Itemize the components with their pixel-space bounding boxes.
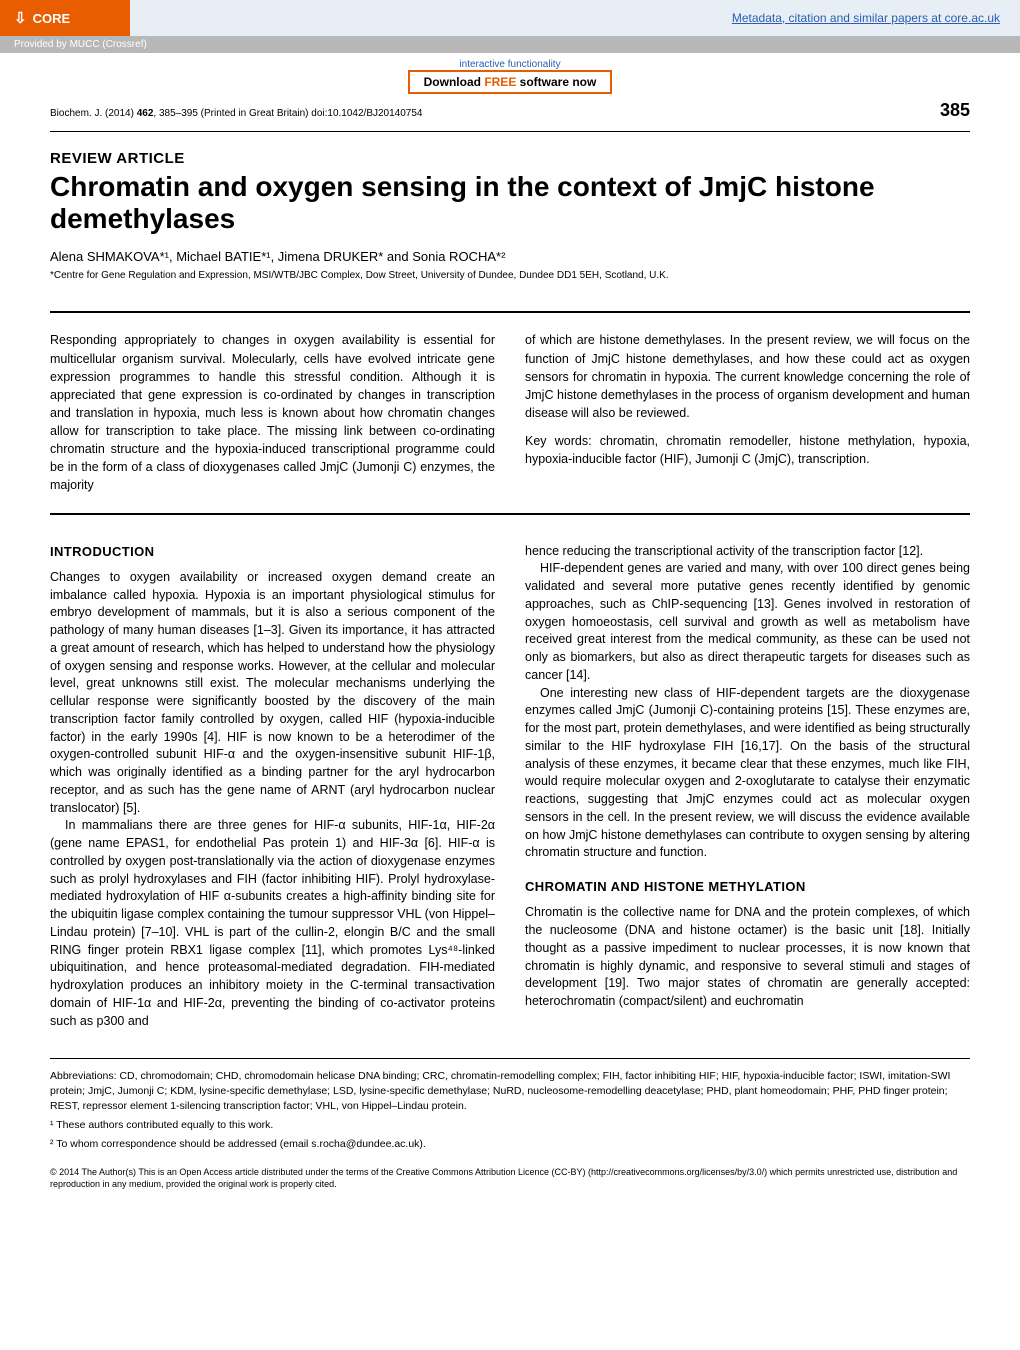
abstract-right: of which are histone demethylases. In th…	[525, 331, 970, 494]
core-label: CORE	[33, 11, 71, 26]
footnote-1: ¹ These authors contributed equally to t…	[50, 1118, 970, 1133]
chromatin-para-1: Chromatin is the collective name for DNA…	[525, 904, 970, 1011]
btn-text-suffix: software now	[516, 75, 596, 89]
article-type: REVIEW ARTICLE	[50, 150, 970, 167]
abstract-block: Responding appropriately to changes in o…	[50, 311, 970, 514]
provider-label: Provided by MUCC (Crossref)	[0, 36, 1020, 53]
metadata-link[interactable]: Metadata, citation and similar papers at…	[130, 0, 1020, 36]
core-badge[interactable]: ⇩ CORE	[0, 0, 130, 36]
page-number: 385	[940, 100, 970, 121]
footer-block: Abbreviations: CD, chromodomain; CHD, ch…	[50, 1058, 970, 1190]
copyright-notice: © 2014 The Author(s) This is an Open Acc…	[50, 1166, 970, 1190]
right-para-1: hence reducing the transcriptional activ…	[525, 543, 970, 561]
authors: Alena SHMAKOVA*¹, Michael BATIE*¹, Jimen…	[50, 249, 970, 264]
left-column: INTRODUCTION Changes to oxygen availabil…	[50, 543, 495, 1031]
chromatin-heading: CHROMATIN AND HISTONE METHYLATION	[525, 878, 970, 896]
pages-doi: , 385–395 (Printed in Great Britain) doi…	[153, 108, 422, 119]
body-columns: INTRODUCTION Changes to oxygen availabil…	[50, 543, 970, 1031]
btn-text-free: FREE	[484, 75, 516, 89]
abstract-text-right: of which are histone demethylases. In th…	[525, 331, 970, 422]
right-column: hence reducing the transcriptional activ…	[525, 543, 970, 1031]
intro-para-1: Changes to oxygen availability or increa…	[50, 569, 495, 818]
download-icon: ⇩	[14, 9, 27, 27]
abstract-left: Responding appropriately to changes in o…	[50, 331, 495, 494]
keywords: Key words: chromatin, chromatin remodell…	[525, 432, 970, 468]
download-software-button[interactable]: Download FREE software now	[408, 70, 613, 94]
volume: 462	[137, 108, 154, 119]
article-title: Chromatin and oxygen sensing in the cont…	[50, 171, 970, 235]
right-para-3: One interesting new class of HIF-depende…	[525, 685, 970, 863]
software-banner: interactive functionality Download FREE …	[0, 53, 1020, 96]
top-banner: ⇩ CORE Metadata, citation and similar pa…	[0, 0, 1020, 36]
abbreviations: Abbreviations: CD, chromodomain; CHD, ch…	[50, 1069, 970, 1113]
intro-para-2: In mammalians there are three genes for …	[50, 817, 495, 1030]
footnote-2: ² To whom correspondence should be addre…	[50, 1137, 970, 1152]
journal-name: Biochem. J. (2014)	[50, 108, 137, 119]
journal-header: Biochem. J. (2014) 462, 385–395 (Printed…	[50, 96, 970, 132]
software-tagline: interactive functionality	[408, 59, 613, 70]
abstract-text-left: Responding appropriately to changes in o…	[50, 331, 495, 494]
intro-heading: INTRODUCTION	[50, 543, 495, 561]
page-content: Biochem. J. (2014) 462, 385–395 (Printed…	[0, 96, 1020, 1220]
right-para-2: HIF-dependent genes are varied and many,…	[525, 560, 970, 684]
btn-text-prefix: Download	[424, 75, 485, 89]
affiliation: *Centre for Gene Regulation and Expressi…	[50, 270, 970, 281]
